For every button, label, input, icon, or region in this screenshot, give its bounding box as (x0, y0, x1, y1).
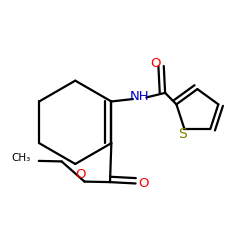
Text: O: O (75, 168, 86, 181)
Text: CH₃: CH₃ (11, 153, 30, 163)
Text: O: O (138, 177, 148, 190)
Text: NH: NH (130, 90, 150, 102)
Text: S: S (178, 127, 187, 141)
Text: O: O (150, 57, 161, 70)
